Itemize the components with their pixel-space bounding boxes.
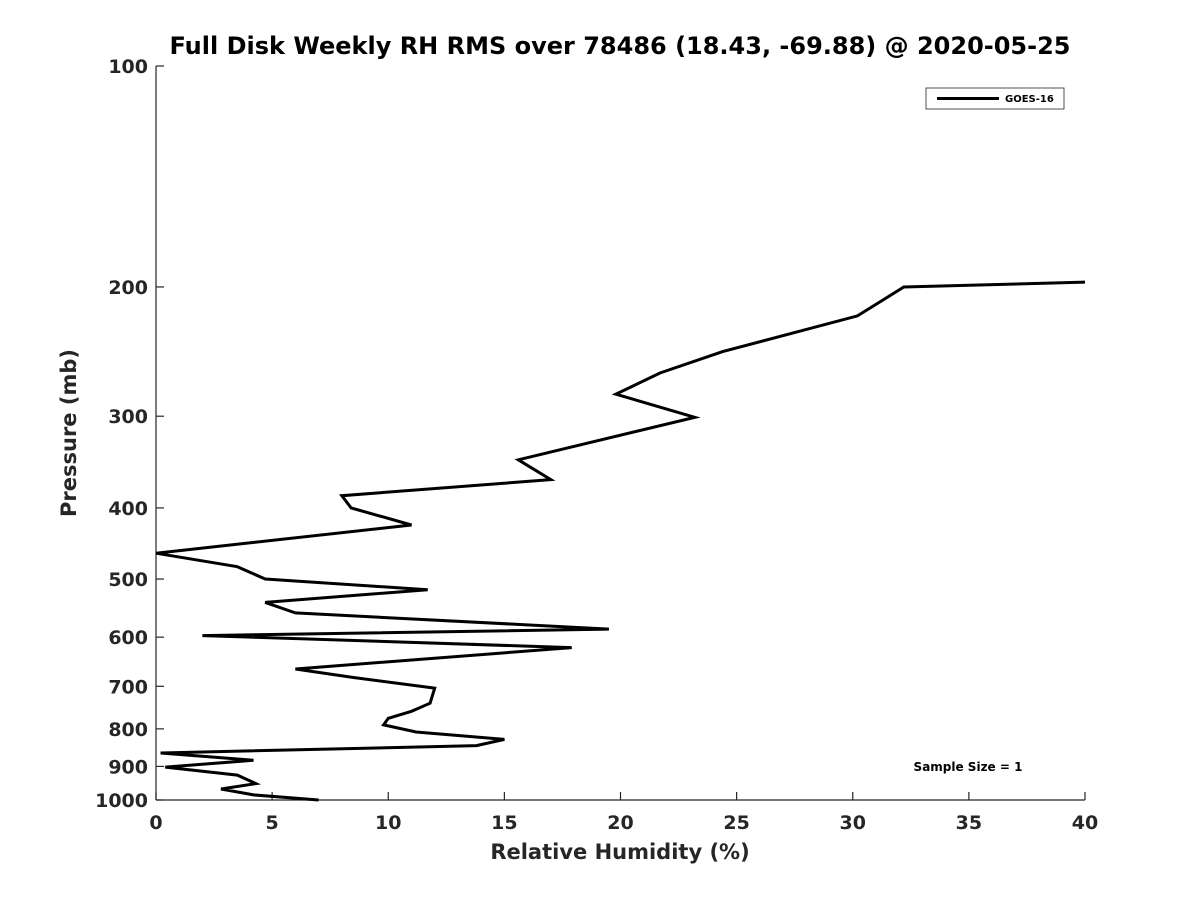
legend: GOES-16 <box>925 87 1065 110</box>
y-tick-label: 800 <box>108 719 148 741</box>
x-tick-label: 10 <box>375 812 401 834</box>
y-tick-label: 1000 <box>95 790 148 812</box>
x-tick-label: 5 <box>266 812 279 834</box>
x-tick-label: 0 <box>149 812 162 834</box>
x-tick-label: 40 <box>1072 812 1098 834</box>
x-tick-label: 35 <box>956 812 982 834</box>
legend-label-goes-16: GOES-16 <box>1005 94 1054 105</box>
sample-size-annotation: Sample Size = 1 <box>914 760 1023 774</box>
chart-title: Full Disk Weekly RH RMS over 78486 (18.4… <box>169 32 1070 60</box>
x-ticks: 0 5 10 15 20 25 30 35 40 <box>149 792 1098 834</box>
y-tick-label: 600 <box>108 627 148 649</box>
axes <box>155 66 1085 801</box>
y-tick-label: 500 <box>108 569 148 591</box>
x-axis-label: Relative Humidity (%) <box>490 840 749 864</box>
y-tick-label: 200 <box>108 277 148 299</box>
x-tick-label: 15 <box>491 812 517 834</box>
x-tick-label: 25 <box>723 812 749 834</box>
y-ticks: 100 200 300 400 500 600 700 800 900 1000 <box>95 56 164 812</box>
y-tick-label: 400 <box>108 498 148 520</box>
x-tick-label: 20 <box>607 812 633 834</box>
y-tick-label: 900 <box>108 756 148 778</box>
series-layer <box>155 280 1086 802</box>
y-tick-label: 300 <box>108 406 148 428</box>
x-tick-label: 30 <box>840 812 866 834</box>
y-tick-label: 700 <box>108 676 148 698</box>
series-line-goes-16 <box>155 280 1086 802</box>
y-axis-label: Pressure (mb) <box>57 349 81 517</box>
y-tick-label: 100 <box>108 56 148 78</box>
